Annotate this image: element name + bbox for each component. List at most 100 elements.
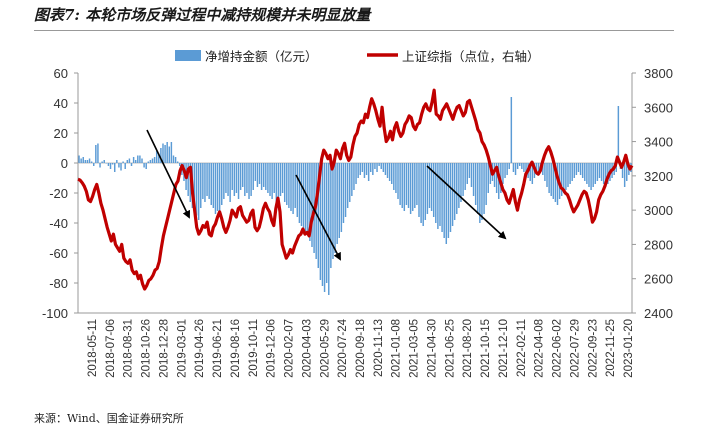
bar: [332, 163, 334, 259]
axes-layer: 60 40 20 0 -20 -40 -60 -80 -100 3800 3600 3400 3200 3…: [42, 66, 673, 378]
bar: [242, 163, 244, 187]
bar: [300, 163, 303, 226]
bar: [95, 145, 97, 163]
bar: [554, 163, 557, 202]
left-tick-label: -60: [49, 246, 68, 261]
bar: [519, 163, 521, 166]
bar: [550, 163, 552, 196]
bar: [353, 163, 355, 190]
bar: [147, 161, 150, 163]
bar: [260, 163, 263, 190]
left-tick-label: -20: [49, 186, 68, 201]
bar: [197, 163, 200, 220]
bar: [485, 163, 487, 205]
bar: [399, 163, 401, 205]
bar: [99, 163, 101, 168]
bar: [456, 163, 458, 214]
bar: [271, 163, 273, 199]
trend-arrow: [146, 129, 190, 219]
x-tick-label: 2021-04-30: [426, 319, 438, 378]
x-tick-label: 2023-01-20: [623, 319, 635, 378]
bar: [537, 163, 540, 172]
bar: [277, 163, 280, 199]
bar: [626, 163, 628, 181]
x-tick-label: 2020-07-24: [337, 318, 349, 377]
bar: [422, 163, 424, 226]
bar: [126, 160, 129, 163]
bar: [575, 163, 578, 175]
bar: [174, 157, 177, 163]
bar: [143, 163, 145, 168]
x-tick-label: 2022-11-25: [605, 319, 617, 377]
left-tick-label: 0: [61, 156, 68, 171]
bar: [254, 163, 257, 181]
bar: [267, 163, 269, 193]
bar: [294, 163, 296, 208]
bar: [315, 163, 317, 259]
bar: [193, 163, 196, 213]
bar: [405, 163, 408, 205]
bar: [460, 163, 462, 202]
bar: [328, 163, 330, 295]
bar: [288, 163, 290, 208]
bar: [338, 163, 340, 238]
bar: [357, 163, 359, 178]
bar: [468, 163, 471, 178]
left-tick-label: -40: [49, 216, 68, 231]
bar: [390, 163, 393, 184]
bar: [141, 158, 143, 163]
bar: [393, 163, 395, 190]
legend-bar-swatch: [175, 50, 201, 61]
bar: [273, 163, 275, 193]
bar: [229, 163, 231, 202]
bar: [376, 163, 378, 172]
bar: [367, 163, 370, 181]
trend-arrows: [146, 129, 507, 261]
bar: [359, 163, 361, 175]
bar: [235, 163, 238, 193]
bar: [426, 163, 429, 214]
bar: [279, 163, 282, 196]
bar: [435, 163, 437, 223]
x-tick-label: 2020-09-18: [355, 319, 367, 378]
bar: [109, 163, 112, 169]
bar: [153, 157, 156, 163]
bar: [325, 163, 328, 283]
bar: [168, 146, 171, 163]
bar: [560, 163, 563, 196]
bar: [458, 163, 460, 208]
bar: [451, 163, 454, 226]
source-note: 来源：Wind、国金证券研究所: [34, 412, 184, 425]
bar: [149, 160, 152, 163]
x-tick-label: 2021-06-25: [444, 319, 456, 378]
bar: [342, 163, 345, 223]
bar: [523, 163, 525, 172]
legend-bar-label: 净增持金额（亿元）: [205, 49, 318, 64]
bar: [474, 163, 477, 205]
bar: [602, 163, 605, 184]
bar: [124, 163, 126, 169]
right-tick-label: 2600: [644, 272, 673, 287]
bar: [372, 163, 374, 175]
bar: [225, 163, 227, 193]
bar: [256, 163, 259, 187]
bar: [407, 163, 410, 208]
x-tick-label: 2020-04-03: [301, 319, 313, 378]
x-tick-label: 2022-09-23: [587, 319, 599, 378]
bar: [107, 163, 110, 166]
bar: [336, 163, 338, 244]
bar: [292, 163, 294, 214]
bar: [269, 163, 271, 196]
bar: [596, 163, 599, 181]
bar: [401, 163, 403, 208]
bar: [176, 161, 179, 163]
bar: [208, 163, 210, 199]
bar: [275, 163, 278, 202]
bar: [103, 160, 105, 163]
bar: [384, 163, 387, 175]
bar: [388, 163, 391, 181]
bar: [145, 163, 147, 169]
bar: [409, 163, 412, 214]
trend-arrow: [426, 165, 507, 240]
bar: [363, 163, 366, 178]
